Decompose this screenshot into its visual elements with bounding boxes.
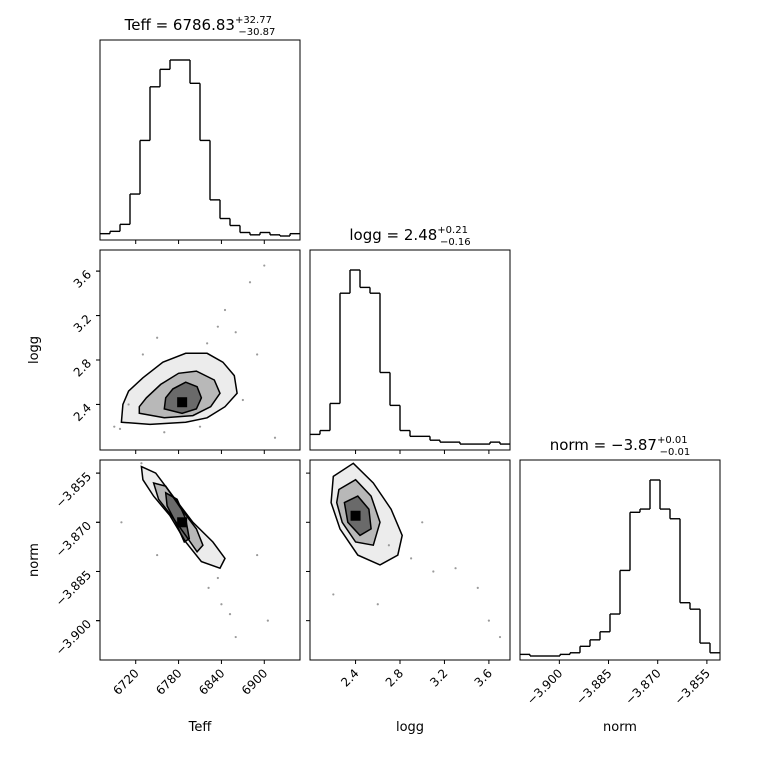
sample-point-teff-norm-2 [220, 603, 223, 606]
xtick-label-norm-0: −3.900 [524, 666, 565, 707]
contour-teff-logg-2 [163, 381, 203, 415]
ytick-label-norm-0: −3.900 [53, 617, 94, 658]
ytick-label-logg-1: 2.8 [71, 356, 94, 379]
contour-teff-logg-0 [120, 352, 238, 426]
sample-point-logg-norm-6 [476, 586, 479, 589]
hist-panel-teff: Teff = 6786.83+32.77 −30.87 [99, 15, 301, 244]
xtick-label-teff-3: 6900 [239, 666, 270, 697]
sample-point-logg-norm-8 [332, 593, 335, 596]
xaxis-label-norm: norm [603, 720, 637, 735]
sample-point-logg-norm-3 [454, 567, 457, 570]
ytick-label-norm-3: −3.855 [53, 469, 94, 510]
sample-point-teff-norm-7 [256, 553, 259, 557]
xtick-label-norm-1: −3.885 [573, 666, 614, 707]
pair-inner-teff-norm [120, 462, 269, 639]
sample-point-teff-logg-2 [163, 431, 166, 434]
sample-point-logg-norm-0 [387, 544, 390, 547]
xtick-label-teff-0: 6720 [110, 666, 141, 697]
sample-point-teff-logg-4 [241, 398, 244, 402]
sample-point-teff-logg-7 [223, 308, 227, 312]
sample-point-teff-logg-11 [127, 403, 130, 406]
sample-point-teff-logg-15 [141, 353, 144, 356]
sample-point-teff-logg-0 [113, 425, 116, 428]
sample-point-teff-logg-5 [256, 353, 259, 356]
pair-panel-logg-norm [306, 459, 511, 664]
pair-frame-logg-norm [309, 459, 511, 661]
contour-teff-logg-1 [138, 370, 221, 419]
sample-point-teff-norm-3 [228, 612, 232, 616]
hist-title-norm: norm = −3.87+0.01 −0.01 [550, 435, 691, 458]
pair-panel-teff-logg [96, 249, 301, 454]
sample-point-teff-logg-14 [206, 342, 209, 345]
sample-point-logg-norm-2 [432, 570, 435, 573]
pair-frame-teff-logg [99, 249, 301, 451]
yaxis-label-norm: norm [27, 543, 42, 577]
xtick-label-logg-3: 3.6 [472, 666, 495, 689]
xtick-label-teff-2: 6840 [196, 666, 227, 697]
sample-point-teff-norm-0 [140, 462, 143, 465]
sample-point-teff-logg-6 [234, 331, 237, 334]
xtick-label-logg-1: 2.8 [383, 666, 406, 689]
contour-teff-norm-2 [164, 491, 191, 544]
sample-point-logg-norm-5 [498, 635, 502, 639]
xtick-label-logg-0: 2.4 [338, 666, 361, 689]
sample-point-teff-norm-1 [207, 586, 210, 589]
sample-point-teff-logg-8 [263, 264, 266, 267]
contour-logg-norm-0 [330, 462, 403, 566]
sample-point-teff-norm-4 [234, 635, 237, 639]
sample-point-logg-norm-7 [376, 603, 379, 606]
xtick-label-logg-2: 3.2 [427, 666, 450, 689]
sample-point-teff-norm-8 [156, 553, 159, 557]
sample-point-teff-logg-1 [118, 427, 122, 430]
pair-inner-logg-norm [330, 462, 502, 639]
yaxis-label-logg: logg [27, 336, 42, 364]
pair-frame-teff-norm [99, 459, 301, 661]
contour-logg-norm-1 [335, 478, 381, 547]
xtick-label-teff-1: 6780 [153, 666, 184, 697]
xaxis-label-teff: Teff [188, 720, 213, 735]
density-peak-teff-logg [177, 397, 188, 408]
sample-point-logg-norm-1 [410, 557, 413, 560]
pair-inner-teff-logg [113, 264, 277, 439]
ytick-label-logg-2: 3.2 [71, 312, 94, 335]
ytick-label-logg-3: 3.6 [71, 267, 94, 290]
xtick-label-norm-2: −3.870 [623, 666, 664, 707]
sample-point-teff-norm-5 [266, 619, 269, 622]
ytick-label-logg-0: 2.4 [71, 401, 94, 424]
pair-panel-teff-norm [96, 459, 301, 664]
sample-point-teff-logg-13 [216, 325, 219, 328]
density-peak-teff-norm [177, 517, 188, 528]
sample-point-teff-logg-9 [248, 281, 252, 284]
hist-frame-norm [519, 459, 721, 661]
ytick-label-norm-2: −3.870 [53, 519, 94, 560]
contour-logg-norm-2 [343, 495, 372, 537]
ytick-label-norm-1: −3.885 [53, 568, 94, 609]
xtick-label-norm-3: −3.855 [672, 666, 713, 707]
hist-frame-teff [99, 39, 301, 241]
sample-point-logg-norm-4 [487, 619, 490, 622]
density-peak-logg-norm [350, 510, 361, 521]
hist-title-teff: Teff = 6786.83+32.77 −30.87 [124, 15, 276, 38]
sample-point-logg-norm-9 [421, 521, 424, 524]
sample-point-teff-logg-3 [198, 425, 202, 428]
sample-point-teff-logg-10 [156, 336, 159, 339]
hist-frame-logg [309, 249, 511, 451]
sample-point-teff-logg-12 [273, 436, 277, 439]
sample-point-teff-norm-6 [216, 576, 219, 580]
sample-point-teff-norm-9 [120, 521, 123, 524]
hist-panel-norm: norm = −3.87+0.01 −0.01 [519, 435, 721, 664]
hist-title-logg: logg = 2.48+0.21 −0.16 [349, 225, 470, 248]
hist-panel-logg: logg = 2.48+0.21 −0.16 [309, 225, 511, 454]
xaxis-label-logg: logg [396, 720, 424, 735]
